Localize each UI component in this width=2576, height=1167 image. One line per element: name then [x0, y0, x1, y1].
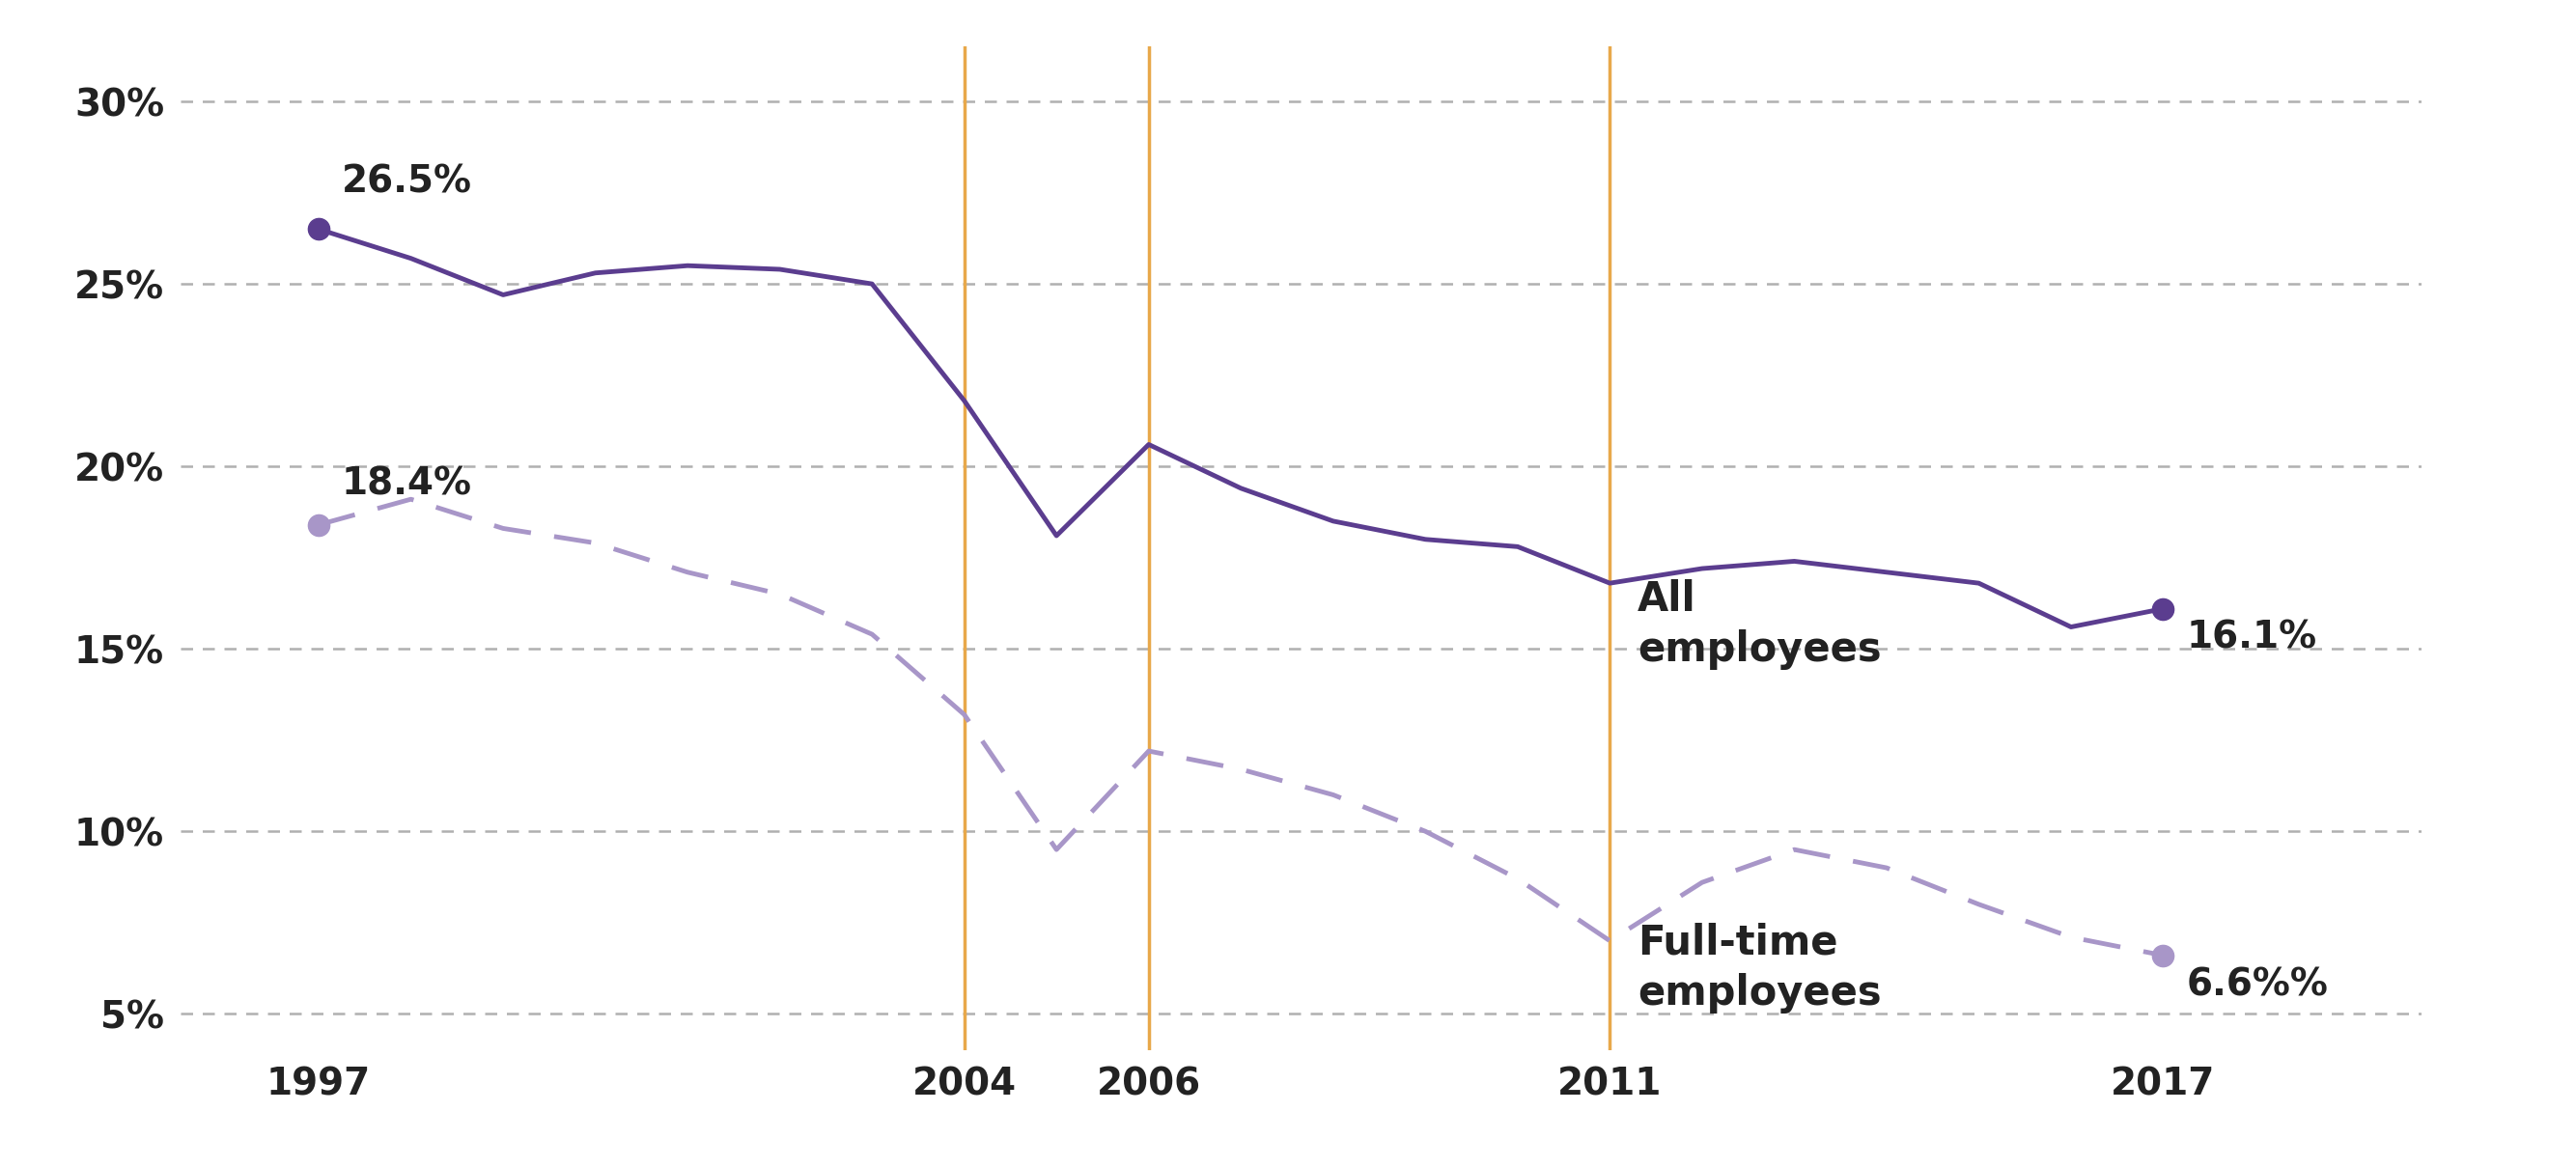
- Text: 16.1%: 16.1%: [2187, 620, 2316, 656]
- Text: 6.6%%: 6.6%%: [2187, 966, 2329, 1004]
- Text: 18.4%: 18.4%: [343, 466, 471, 503]
- Text: All
employees: All employees: [1638, 580, 1880, 670]
- Text: Full-time
employees: Full-time employees: [1638, 923, 1880, 1013]
- Text: 26.5%: 26.5%: [343, 163, 471, 200]
